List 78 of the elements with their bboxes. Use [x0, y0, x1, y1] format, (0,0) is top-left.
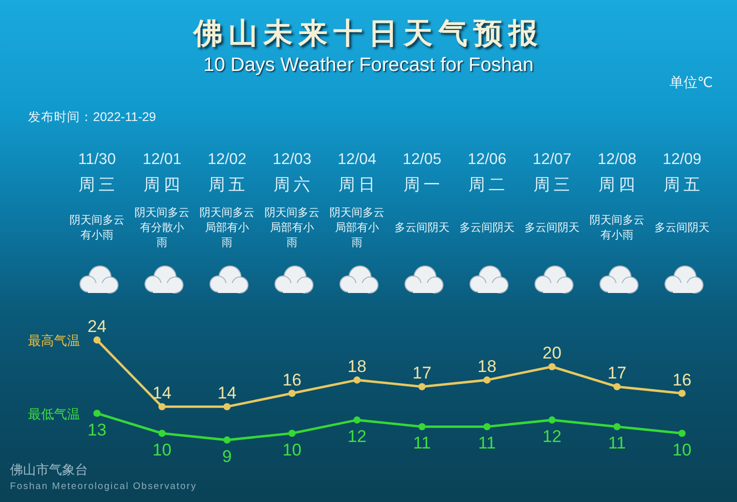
data-label: 17	[608, 364, 626, 383]
data-label: 17	[412, 364, 432, 383]
text: 阴天间多云有小雨	[590, 214, 644, 242]
series-label: 最低气温	[28, 406, 80, 422]
point	[613, 383, 621, 390]
point	[548, 416, 556, 424]
data-label: 16	[672, 370, 692, 390]
point	[483, 423, 491, 430]
text: 发布时间：2022-11-29	[28, 110, 156, 124]
text: 多云间阴天	[654, 222, 710, 234]
text: 阴天间多云局部有小雨	[200, 207, 254, 249]
data-label: 24	[88, 317, 106, 336]
x-tick-label: 12/08	[598, 151, 636, 168]
point	[678, 390, 686, 397]
data-label: 10	[282, 440, 302, 460]
x-tick-label: 12/06	[468, 151, 506, 168]
data-label: 13	[88, 420, 106, 440]
x-tick-label: 12/09	[662, 151, 702, 168]
point	[483, 376, 491, 384]
data-label: 16	[282, 370, 302, 390]
point	[418, 383, 426, 390]
text: 单位℃	[669, 74, 713, 90]
point	[613, 423, 621, 430]
text: 阴天间多云局部有小雨	[264, 207, 320, 249]
point	[353, 416, 361, 424]
data-label: 11	[413, 434, 431, 453]
x-tick-label: 12/02	[208, 151, 246, 168]
text: 多云间阴天	[524, 222, 580, 234]
series-label: 最高气温	[28, 333, 80, 348]
data-label: 14	[218, 384, 236, 403]
data-label: 20	[542, 344, 562, 363]
data-label: 11	[608, 434, 626, 453]
data-label: 9	[222, 447, 232, 466]
text: 周三	[534, 176, 574, 194]
x-tick-label: 11/30	[78, 151, 116, 168]
point	[93, 410, 101, 417]
point	[288, 430, 296, 437]
text: 周二	[468, 176, 508, 194]
x-tick-label: 12/07	[532, 151, 572, 168]
x-tick-label: 12/03	[272, 151, 312, 168]
data-label: 14	[152, 384, 172, 403]
point	[678, 430, 686, 437]
text: 周四	[598, 176, 638, 194]
text: 阴天间多云有分散小雨	[134, 207, 190, 249]
point	[353, 376, 361, 384]
x-tick-label: 12/04	[338, 151, 377, 168]
text: 多云间阴天	[460, 222, 514, 234]
chart-subtitle: 10 Days Weather Forecast for Foshan	[203, 54, 534, 76]
text: 周五	[664, 176, 704, 194]
chart-title: 佛山未来十日天气预报	[192, 18, 544, 50]
point	[288, 390, 296, 397]
text: 周日	[338, 176, 378, 194]
point	[158, 403, 166, 410]
data-label: 12	[348, 427, 366, 446]
point	[158, 430, 166, 437]
x-tick-label: 12/05	[402, 151, 442, 168]
point	[418, 423, 426, 430]
point	[223, 403, 231, 410]
text: 阴天间多云局部有小雨	[330, 207, 384, 249]
point	[223, 436, 231, 444]
text: 周六	[274, 175, 314, 194]
text: Foshan Meteorological Observatory	[10, 481, 197, 492]
data-label: 10	[672, 440, 692, 460]
text: 周五	[208, 176, 248, 194]
text: 周一	[404, 176, 444, 194]
x-tick-label: 12/01	[142, 151, 182, 168]
data-label: 11	[478, 434, 496, 453]
text: 周三	[78, 176, 118, 194]
data-label: 18	[478, 357, 496, 376]
point	[548, 363, 556, 370]
data-label: 12	[542, 427, 562, 446]
data-label: 18	[348, 357, 366, 376]
text: 周四	[144, 176, 184, 194]
text: 阴天间多云有小雨	[70, 214, 124, 242]
point	[93, 336, 101, 344]
text: 多云间阴天	[394, 222, 450, 234]
data-label: 10	[152, 440, 172, 460]
text: 佛山市气象台	[10, 462, 88, 477]
